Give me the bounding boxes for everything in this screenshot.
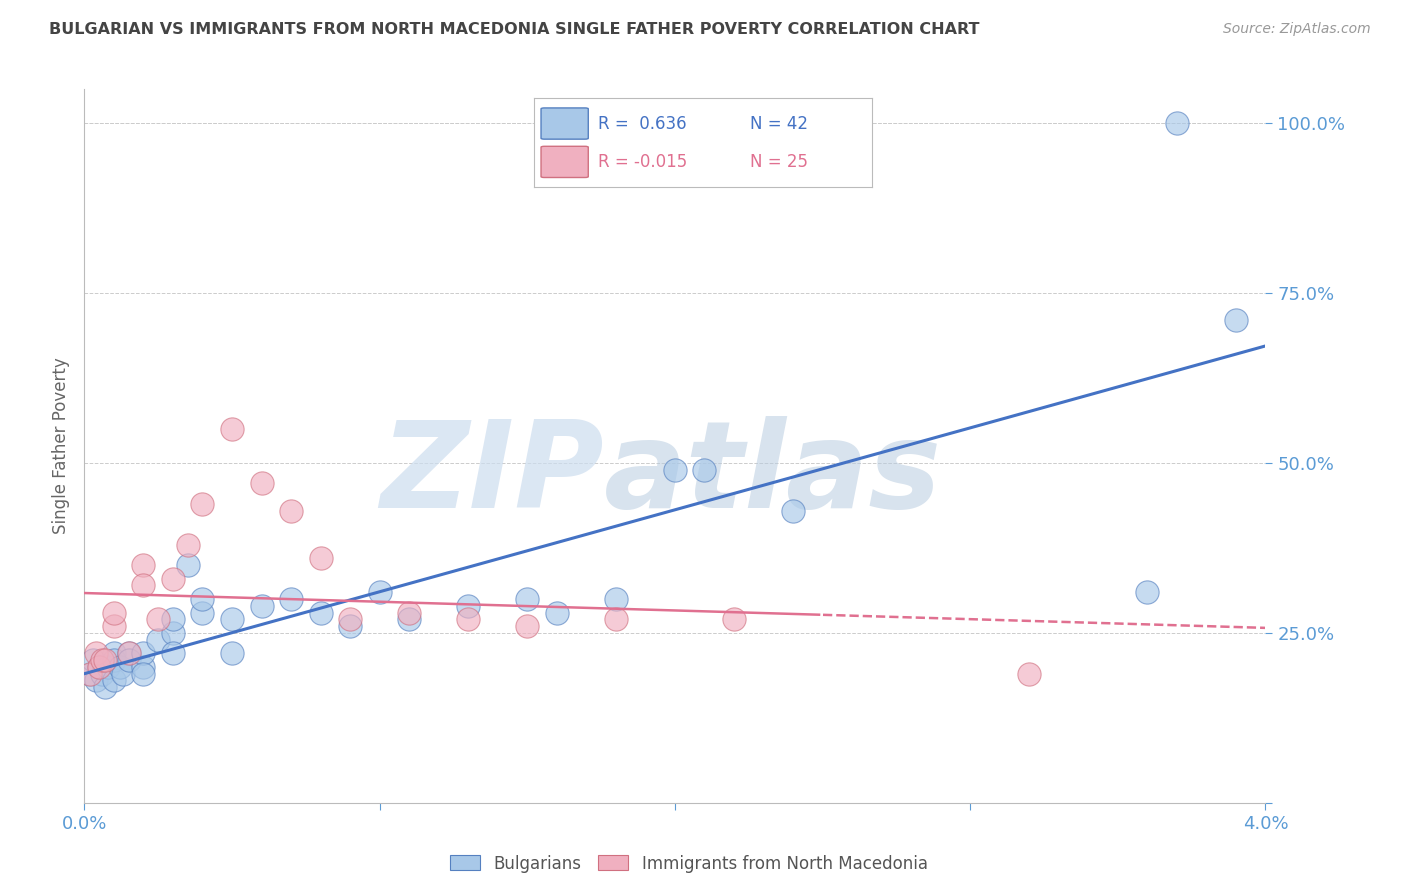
Point bbox=[132, 558, 155, 572]
Point bbox=[103, 646, 125, 660]
Point bbox=[191, 591, 214, 606]
Point bbox=[132, 666, 155, 681]
Point bbox=[84, 646, 107, 660]
Point bbox=[605, 612, 627, 626]
Point bbox=[162, 646, 184, 660]
Point bbox=[87, 660, 111, 674]
Point bbox=[132, 578, 155, 592]
Point bbox=[177, 558, 200, 572]
Point bbox=[782, 503, 804, 517]
Point bbox=[91, 666, 114, 681]
Point bbox=[191, 497, 214, 511]
Point bbox=[108, 660, 131, 674]
Legend: Bulgarians, Immigrants from North Macedonia: Bulgarians, Immigrants from North Macedo… bbox=[444, 848, 934, 880]
Point bbox=[177, 537, 200, 551]
FancyBboxPatch shape bbox=[541, 146, 588, 178]
Point bbox=[82, 653, 104, 667]
Text: N = 42: N = 42 bbox=[751, 115, 808, 133]
Text: atlas: atlas bbox=[605, 416, 942, 533]
Point bbox=[309, 551, 332, 566]
Point bbox=[280, 591, 302, 606]
Text: ZIP: ZIP bbox=[380, 416, 605, 533]
Point bbox=[103, 619, 125, 633]
Point bbox=[132, 646, 155, 660]
Point bbox=[1166, 116, 1188, 130]
Point bbox=[118, 646, 141, 660]
Point bbox=[516, 619, 538, 633]
Point bbox=[94, 653, 117, 667]
Point bbox=[148, 612, 170, 626]
Point bbox=[693, 463, 716, 477]
Point bbox=[87, 660, 111, 674]
Point bbox=[118, 646, 141, 660]
Text: R = -0.015: R = -0.015 bbox=[599, 153, 688, 171]
Point bbox=[103, 606, 125, 620]
Point bbox=[250, 476, 273, 491]
Point bbox=[368, 585, 391, 599]
Point bbox=[221, 422, 243, 436]
Point bbox=[79, 666, 101, 681]
Point bbox=[79, 666, 101, 681]
Point bbox=[97, 660, 120, 674]
Text: BULGARIAN VS IMMIGRANTS FROM NORTH MACEDONIA SINGLE FATHER POVERTY CORRELATION C: BULGARIAN VS IMMIGRANTS FROM NORTH MACED… bbox=[49, 22, 980, 37]
Point bbox=[339, 612, 361, 626]
Point bbox=[162, 612, 184, 626]
Point bbox=[546, 606, 568, 620]
Point bbox=[132, 660, 155, 674]
Point bbox=[723, 612, 745, 626]
Point bbox=[103, 673, 125, 688]
Point bbox=[1018, 666, 1040, 681]
Text: Source: ZipAtlas.com: Source: ZipAtlas.com bbox=[1223, 22, 1371, 37]
Point bbox=[221, 612, 243, 626]
Point bbox=[221, 646, 243, 660]
Point bbox=[148, 632, 170, 647]
Point bbox=[339, 619, 361, 633]
Point bbox=[250, 599, 273, 613]
Point bbox=[605, 591, 627, 606]
Point bbox=[398, 612, 420, 626]
Point bbox=[118, 653, 141, 667]
Point bbox=[162, 626, 184, 640]
Point bbox=[1136, 585, 1159, 599]
Y-axis label: Single Father Poverty: Single Father Poverty bbox=[52, 358, 70, 534]
Point bbox=[94, 680, 117, 694]
Point bbox=[280, 503, 302, 517]
Point bbox=[457, 612, 479, 626]
Point bbox=[162, 572, 184, 586]
Point bbox=[91, 653, 114, 667]
Text: N = 25: N = 25 bbox=[751, 153, 808, 171]
Text: R =  0.636: R = 0.636 bbox=[599, 115, 688, 133]
Point bbox=[516, 591, 538, 606]
Point bbox=[191, 606, 214, 620]
Point bbox=[111, 666, 134, 681]
Point bbox=[309, 606, 332, 620]
Point bbox=[398, 606, 420, 620]
Point bbox=[1225, 313, 1247, 327]
Point bbox=[664, 463, 686, 477]
FancyBboxPatch shape bbox=[541, 108, 588, 139]
Point bbox=[84, 673, 107, 688]
Point bbox=[457, 599, 479, 613]
Point bbox=[103, 653, 125, 667]
